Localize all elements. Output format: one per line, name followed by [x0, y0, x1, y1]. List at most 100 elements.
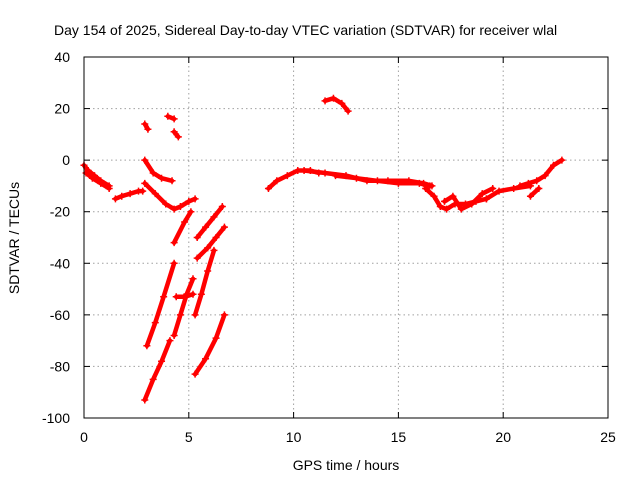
data-point [172, 293, 180, 301]
data-point [191, 370, 199, 378]
data-point [415, 179, 423, 187]
data-point [212, 334, 220, 342]
data-point [273, 177, 281, 185]
data-point [181, 293, 189, 301]
series-arc-19 [322, 96, 351, 114]
data-point [344, 107, 352, 115]
series-arc-26 [528, 186, 542, 199]
data-point [164, 112, 172, 120]
x-axis-label: GPS time / hours [293, 457, 400, 473]
y-tick-label: -40 [50, 255, 70, 271]
data-traces [80, 94, 566, 404]
data-point [526, 192, 534, 200]
y-axis-label: SDTVAR / TECUs [6, 182, 22, 294]
series-arc-11 [142, 338, 173, 403]
data-point [141, 179, 149, 187]
data-point [97, 179, 105, 187]
data-point [478, 190, 486, 198]
data-point [373, 177, 381, 185]
data-point [533, 177, 541, 185]
data-point [141, 396, 149, 404]
data-point [118, 192, 126, 200]
data-point [422, 185, 430, 193]
data-point [176, 203, 184, 211]
data-point [558, 156, 566, 164]
data-point [541, 172, 549, 180]
chart-title: Day 154 of 2025, Sidereal Day-to-day VTE… [54, 22, 557, 38]
data-point [174, 133, 182, 141]
data-point [141, 156, 149, 164]
data-point [149, 169, 157, 177]
plot-frame [83, 56, 609, 419]
series-arc-2 [83, 170, 112, 191]
data-point [158, 357, 166, 365]
data-point [495, 187, 503, 195]
data-point [181, 218, 189, 226]
data-point [264, 185, 272, 193]
x-tick-label: 25 [600, 429, 616, 445]
data-point [204, 267, 212, 275]
data-point [151, 190, 159, 198]
series-arc-23 [442, 186, 495, 212]
data-point [441, 197, 449, 205]
x-tick-label: 5 [185, 429, 193, 445]
data-point [170, 239, 178, 247]
data-point [185, 197, 193, 205]
data-point [151, 319, 159, 327]
data-point [170, 205, 178, 213]
x-tick-label: 20 [495, 429, 511, 445]
data-point [126, 190, 134, 198]
series-arc-12 [171, 276, 196, 338]
series-arc-17 [192, 312, 227, 377]
data-point [482, 195, 490, 203]
data-point [189, 275, 197, 283]
data-point [468, 200, 476, 208]
data-point [191, 195, 199, 203]
y-tick-label: -80 [50, 358, 70, 374]
y-tick-label: -100 [42, 410, 70, 426]
data-point [516, 182, 524, 190]
data-point [144, 125, 152, 133]
series-arc-10 [144, 261, 177, 349]
data-point [160, 293, 168, 301]
data-point [210, 213, 218, 221]
x-tick-label: 0 [80, 429, 88, 445]
series-arc-15 [194, 224, 227, 261]
data-point [141, 120, 149, 128]
data-point [212, 234, 220, 241]
data-point [189, 290, 197, 298]
data-point [204, 244, 212, 252]
data-point [220, 311, 228, 319]
series-arc-5 [142, 157, 175, 184]
x-tick-label: 10 [286, 429, 302, 445]
axis-ticks: 0 5 10 15 20 25 -100 -80 -60 -40 -20 0 20 40 [42, 49, 616, 445]
data-point [162, 200, 170, 208]
data-point [166, 337, 174, 345]
data-point [510, 185, 518, 193]
data-point [197, 290, 205, 298]
data-point [436, 203, 444, 211]
data-point [139, 187, 147, 195]
data-point [426, 182, 434, 190]
data-point [193, 234, 201, 241]
data-point [283, 172, 291, 180]
data-point [170, 331, 178, 339]
data-point [332, 172, 340, 180]
data-point [193, 254, 201, 262]
data-point [524, 179, 532, 187]
data-point [443, 205, 451, 213]
data-point [143, 342, 151, 350]
data-point [218, 203, 226, 211]
y-tick-label: 20 [54, 101, 70, 117]
data-point [158, 174, 166, 182]
data-point [210, 246, 218, 254]
data-point [329, 94, 337, 102]
data-point [202, 223, 210, 231]
data-point [321, 97, 329, 105]
data-point [338, 99, 346, 107]
data-point [170, 115, 178, 123]
data-point [88, 174, 96, 182]
data-point [170, 259, 178, 267]
grid-lines [84, 57, 608, 418]
data-point [294, 166, 302, 174]
